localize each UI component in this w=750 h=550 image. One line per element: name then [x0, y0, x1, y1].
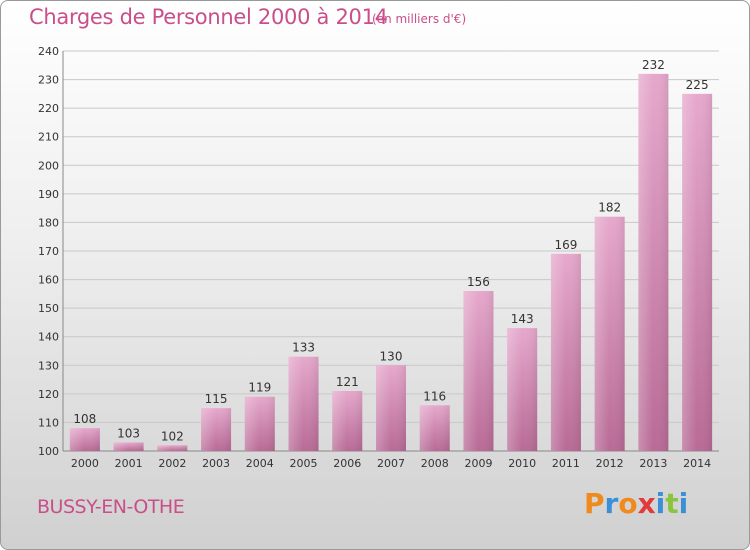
bar-shade	[550, 253, 581, 451]
bar-shade	[376, 365, 406, 451]
bar-value-label: 133	[292, 341, 315, 355]
bar-shade	[463, 291, 494, 451]
y-tick-label: 200	[38, 159, 59, 172]
y-tick-label: 150	[38, 302, 59, 315]
logo-letter: i	[655, 487, 666, 520]
logo-letter: o	[618, 487, 638, 520]
bar-value-label: 108	[73, 412, 96, 426]
bar-value-label: 130	[380, 349, 403, 363]
x-tick-label: 2012	[596, 457, 624, 470]
bar-value-label: 225	[686, 78, 709, 92]
bar-shade	[332, 391, 363, 451]
x-tick-label: 2009	[464, 457, 492, 470]
bar-shade	[594, 216, 625, 451]
bar-value-label: 121	[336, 375, 359, 389]
x-tick-label: 2011	[552, 457, 580, 470]
y-tick-label: 160	[38, 274, 59, 287]
bar-shade	[69, 428, 100, 451]
x-tick-label: 2008	[421, 457, 449, 470]
y-tick-label: 100	[38, 445, 59, 458]
y-tick-label: 110	[38, 416, 59, 429]
bar-value-label: 232	[642, 58, 665, 72]
bar-value-label: 103	[117, 426, 140, 440]
bars	[69, 73, 713, 451]
y-tick-label: 120	[38, 388, 59, 401]
proxiti-logo: Proxiti	[584, 487, 688, 520]
bar-shade	[682, 93, 713, 451]
x-tick-label: 2000	[71, 457, 99, 470]
y-tick-label: 170	[38, 245, 59, 258]
labels: 100 110 120 130 140 150 160 170 180 190 200 210 220 2…	[38, 45, 711, 470]
x-tick-label: 2002	[158, 457, 186, 470]
y-tick-label: 210	[38, 131, 59, 144]
chart-unit: (en milliers d'€)	[372, 12, 467, 26]
y-tick-label: 220	[38, 102, 59, 115]
x-tick-label: 2006	[333, 457, 361, 470]
bar-value-label: 115	[205, 392, 228, 406]
y-tick-label: 190	[38, 188, 59, 201]
x-tick-label: 2014	[683, 457, 711, 470]
logo-letter: P	[584, 487, 605, 520]
y-tick-label: 230	[38, 74, 59, 87]
bar-value-label: 156	[467, 275, 490, 289]
x-tick-label: 2001	[115, 457, 143, 470]
bar-shade	[113, 442, 144, 451]
x-tick-label: 2013	[639, 457, 667, 470]
chart-title: Charges de Personnel 2000 à 2014	[29, 5, 388, 29]
bar-shade	[419, 405, 450, 451]
bar-shade	[157, 445, 188, 451]
bar-shade	[507, 328, 538, 451]
logo-letter: x	[637, 487, 656, 520]
logo-letter: t	[665, 487, 679, 520]
bar-value-label: 143	[511, 312, 534, 326]
logo-letter: r	[604, 487, 619, 520]
bar-shade	[201, 408, 232, 451]
y-tick-label: 130	[38, 359, 59, 372]
x-tick-label: 2005	[290, 457, 318, 470]
bar-shade	[244, 396, 275, 451]
y-tick-label: 240	[38, 45, 59, 58]
bar-value-label: 119	[248, 381, 271, 395]
x-tick-label: 2003	[202, 457, 230, 470]
bar-value-label: 116	[423, 389, 446, 403]
logo-letter: i	[678, 487, 689, 520]
bar-value-label: 182	[598, 201, 621, 215]
bar-shade	[638, 73, 669, 451]
x-tick-label: 2007	[377, 457, 405, 470]
y-tick-label: 180	[38, 216, 59, 229]
bar-value-label: 169	[554, 238, 577, 252]
city-name: BUSSY-EN-OTHE	[37, 496, 185, 518]
bar-shade	[288, 356, 319, 451]
x-tick-label: 2010	[508, 457, 536, 470]
x-tick-label: 2004	[246, 457, 274, 470]
bar-value-label: 102	[161, 429, 184, 443]
y-tick-label: 140	[38, 331, 59, 344]
